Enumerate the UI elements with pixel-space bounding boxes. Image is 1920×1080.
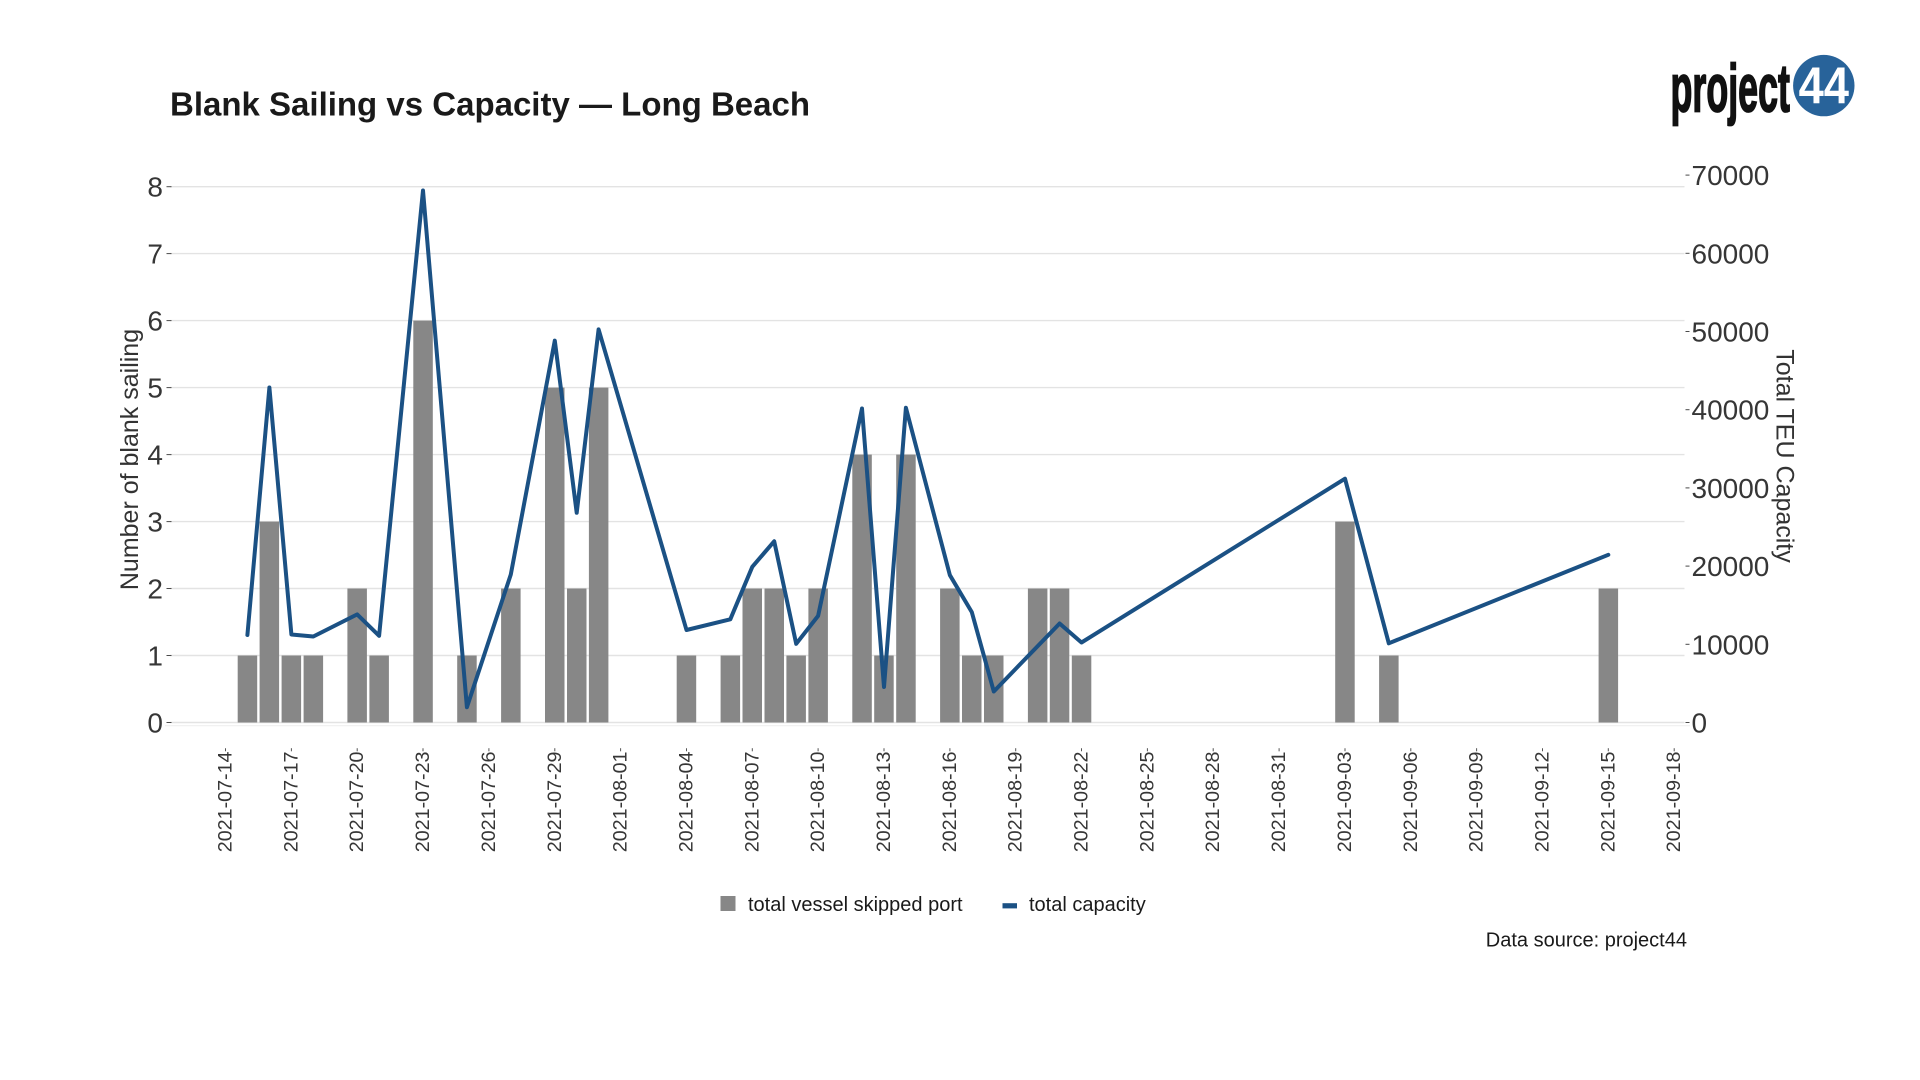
svg-text:2021-09-09: 2021-09-09 — [1466, 751, 1488, 852]
svg-text:5: 5 — [147, 373, 163, 404]
svg-text:1: 1 — [147, 641, 163, 672]
svg-text:2021-09-03: 2021-09-03 — [1334, 751, 1356, 852]
svg-text:0: 0 — [147, 708, 163, 739]
svg-text:70000: 70000 — [1692, 160, 1770, 191]
svg-text:6: 6 — [147, 306, 163, 337]
svg-text:2021-08-13: 2021-08-13 — [873, 751, 895, 852]
svg-text:2021-08-04: 2021-08-04 — [676, 751, 698, 852]
svg-text:50000: 50000 — [1692, 317, 1770, 348]
svg-text:2021-08-07: 2021-08-07 — [741, 752, 763, 853]
svg-text:2021-07-20: 2021-07-20 — [346, 751, 368, 852]
svg-text:2021-07-23: 2021-07-23 — [412, 751, 434, 852]
svg-text:3: 3 — [147, 507, 163, 538]
svg-text:2021-09-06: 2021-09-06 — [1400, 751, 1422, 852]
svg-text:Number of blank sailing: Number of blank sailing — [116, 329, 144, 590]
svg-text:2021-07-14: 2021-07-14 — [215, 751, 237, 852]
svg-text:2021-09-18: 2021-09-18 — [1663, 751, 1685, 852]
svg-text:4: 4 — [147, 440, 163, 471]
svg-text:project: project — [1671, 50, 1790, 126]
svg-text:60000: 60000 — [1692, 238, 1770, 269]
svg-text:20000: 20000 — [1692, 551, 1770, 582]
svg-text:2: 2 — [147, 574, 163, 605]
svg-text:2021-08-31: 2021-08-31 — [1268, 752, 1290, 853]
svg-text:2021-08-28: 2021-08-28 — [1202, 751, 1224, 852]
svg-text:40000: 40000 — [1692, 395, 1770, 426]
svg-text:2021-08-19: 2021-08-19 — [1005, 751, 1027, 852]
svg-text:0: 0 — [1692, 708, 1708, 739]
svg-text:2021-08-01: 2021-08-01 — [610, 752, 632, 853]
svg-text:2021-09-12: 2021-09-12 — [1532, 752, 1554, 853]
svg-text:7: 7 — [147, 239, 163, 270]
svg-text:Blank Sailing vs Capacity — Lo: Blank Sailing vs Capacity — Long Beach — [170, 86, 810, 123]
svg-text:2021-09-15: 2021-09-15 — [1597, 751, 1619, 852]
svg-text:total capacity: total capacity — [1029, 894, 1146, 916]
svg-text:10000: 10000 — [1692, 629, 1770, 660]
svg-text:30000: 30000 — [1692, 473, 1770, 504]
svg-text:2021-08-22: 2021-08-22 — [1071, 752, 1093, 853]
svg-text:Total TEU Capacity: Total TEU Capacity — [1771, 349, 1799, 563]
svg-text:Data source: project44: Data source: project44 — [1486, 930, 1687, 952]
svg-text:2021-07-29: 2021-07-29 — [544, 751, 566, 852]
svg-text:2021-08-25: 2021-08-25 — [1136, 751, 1158, 852]
svg-text:2021-07-26: 2021-07-26 — [478, 751, 500, 852]
svg-text:2021-08-10: 2021-08-10 — [807, 751, 829, 852]
svg-text:2021-07-17: 2021-07-17 — [280, 752, 302, 853]
svg-text:8: 8 — [147, 172, 163, 203]
svg-text:44: 44 — [1799, 58, 1849, 115]
svg-text:2021-08-16: 2021-08-16 — [939, 751, 961, 852]
svg-text:total vessel skipped port: total vessel skipped port — [748, 894, 963, 916]
